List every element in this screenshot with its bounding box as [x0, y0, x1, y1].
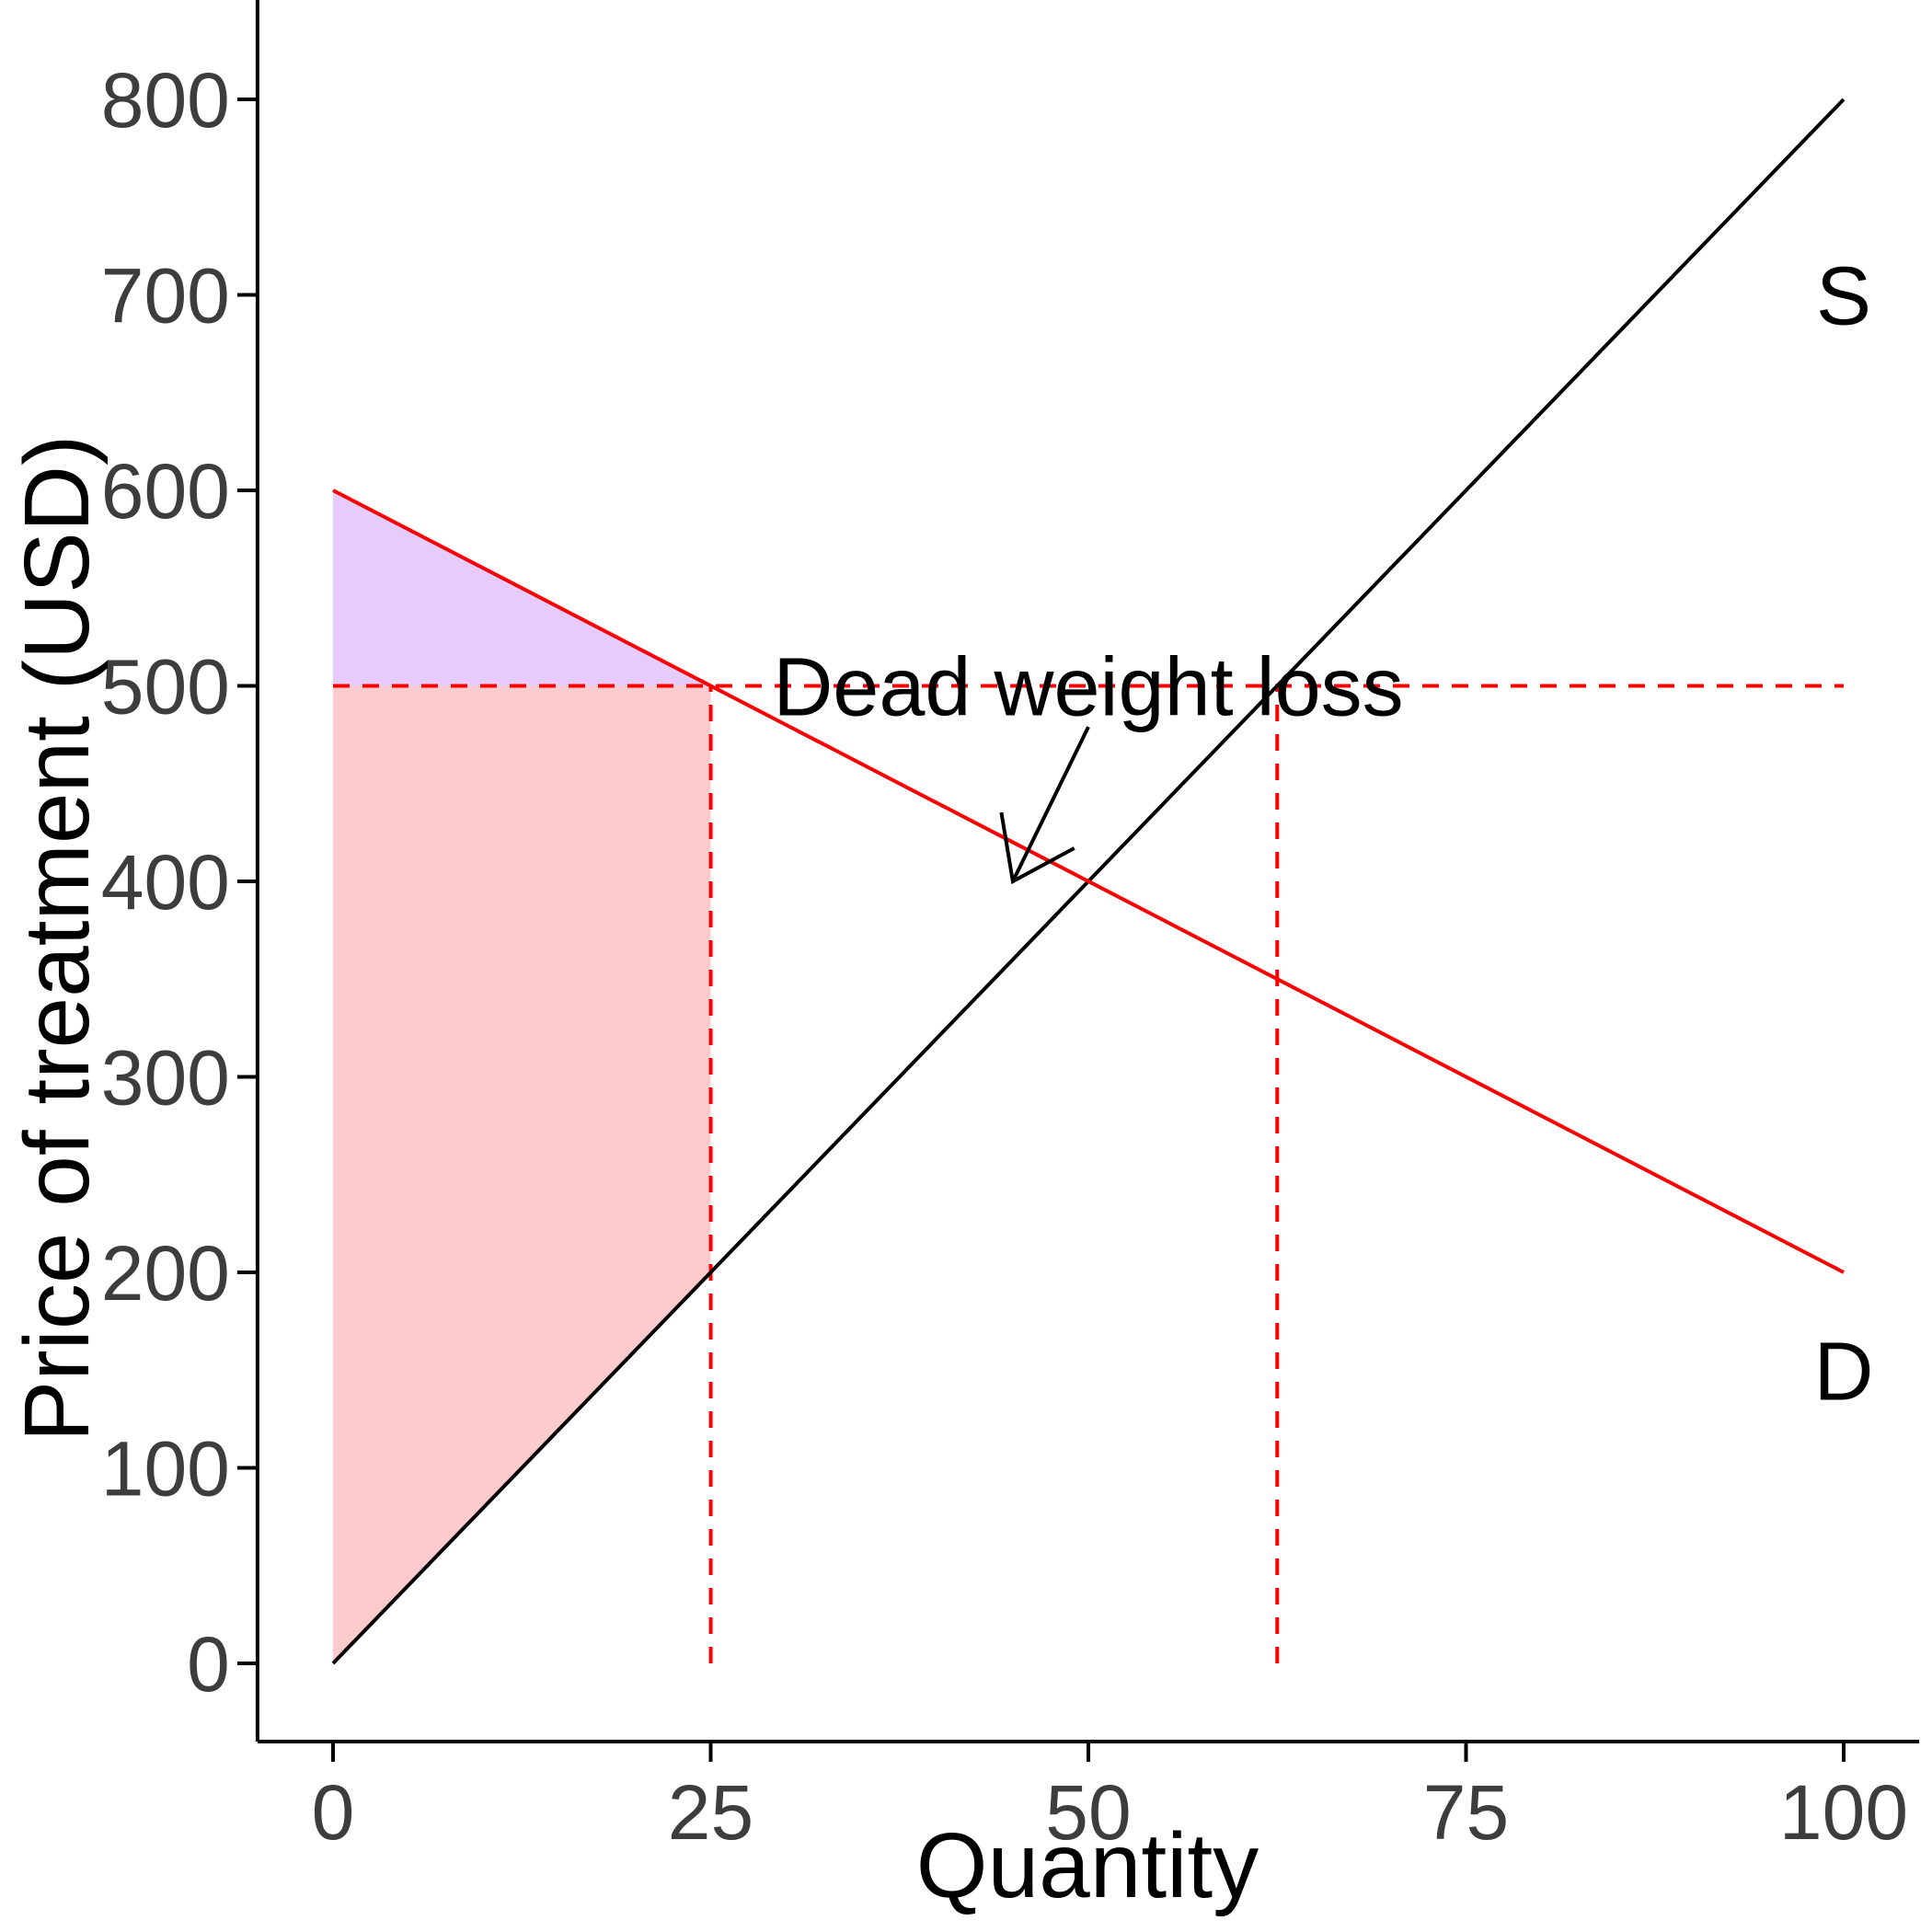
x-axis-title: Quantity: [916, 1814, 1259, 1917]
dead-weight-loss-label: Dead weight loss: [773, 642, 1403, 734]
y-tick-label: 700: [101, 253, 230, 339]
dashed-guides: [333, 684, 1844, 1663]
x-tick-label: 50: [1045, 1769, 1131, 1856]
series-labels: SD: [1814, 251, 1874, 1419]
y-tick-label: 800: [101, 57, 230, 144]
supply-label: S: [1816, 251, 1871, 343]
demand-label: D: [1814, 1326, 1874, 1418]
y-tick-label: 500: [101, 644, 230, 730]
x-tick-label: 75: [1423, 1769, 1509, 1856]
annotations: Dead weight loss: [773, 642, 1404, 885]
series-lines: [331, 98, 1846, 1665]
x-tick-label: 0: [312, 1769, 355, 1856]
x-tick-label: 100: [1779, 1769, 1908, 1856]
x-tick-label: 25: [668, 1769, 753, 1856]
y-tick-label: 100: [101, 1426, 230, 1512]
x-axis-ticks: 0 25 50 75 100: [312, 1742, 1908, 1856]
y-axis-title: Price of treatment (USD): [6, 435, 109, 1443]
annotation-arrow-shaft: [1011, 726, 1090, 882]
shaded-regions: [333, 490, 711, 1663]
price-region: [333, 685, 711, 1663]
y-axis-ticks: 0 100 200 300 400 500 600 700 800: [101, 57, 258, 1708]
y-tick-label: 400: [101, 839, 230, 926]
demand-line: [332, 489, 1845, 1274]
y-tick-label: 0: [187, 1621, 230, 1708]
annotation-arrow-head: [999, 811, 1075, 885]
y-tick-label: 200: [101, 1230, 230, 1317]
y-tick-label: 300: [101, 1035, 230, 1121]
y-tick-label: 600: [101, 448, 230, 535]
